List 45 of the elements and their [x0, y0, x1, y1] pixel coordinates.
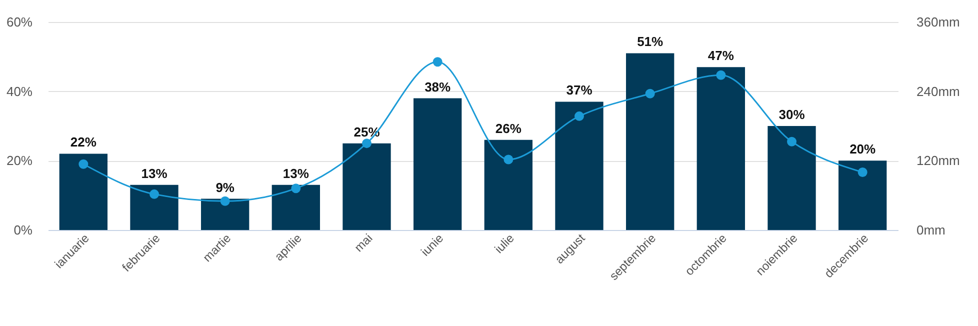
data-label: 38% — [424, 79, 452, 94]
point — [78, 159, 88, 169]
point — [432, 57, 442, 67]
y-tick-label: 40% — [6, 84, 33, 99]
bar — [59, 154, 108, 230]
data-label: 30% — [778, 107, 806, 122]
point — [716, 70, 726, 80]
data-label: 51% — [637, 34, 664, 50]
point — [858, 167, 868, 177]
data-label: 37% — [566, 82, 593, 98]
data-label: 22% — [70, 134, 97, 150]
data-label: 9% — [216, 180, 235, 195]
y-tick-label: 0% — [14, 222, 33, 238]
data-label: 13% — [141, 166, 168, 181]
point — [150, 189, 159, 199]
x-tick-label: iulie — [492, 230, 518, 256]
point — [504, 154, 514, 164]
y2-tick-label: 240mm — [916, 84, 960, 99]
y2-tick-label: 120mm — [916, 153, 960, 168]
point — [645, 88, 655, 98]
y-tick-label: 20% — [6, 153, 33, 168]
point — [362, 138, 372, 148]
point — [787, 136, 796, 146]
bar — [130, 184, 178, 230]
data-label: 47% — [708, 48, 734, 64]
bar — [484, 140, 532, 230]
bar — [342, 143, 391, 230]
bar — [272, 184, 320, 230]
bar — [696, 67, 745, 230]
bar — [555, 102, 604, 230]
point — [574, 111, 584, 121]
data-label: 20% — [850, 142, 876, 157]
y2-tick-label: 0mm — [916, 222, 946, 238]
bar — [201, 198, 250, 230]
bar — [414, 98, 462, 230]
data-label: 26% — [495, 120, 522, 136]
point — [220, 196, 230, 206]
point — [291, 184, 301, 194]
bar — [838, 160, 887, 230]
bar — [626, 53, 674, 230]
y-tick-label: 60% — [6, 14, 33, 30]
y2-tick-label: 360mm — [916, 14, 960, 30]
x-tick-label: mai — [352, 231, 376, 255]
data-label: 13% — [282, 166, 310, 181]
bar — [768, 126, 816, 230]
